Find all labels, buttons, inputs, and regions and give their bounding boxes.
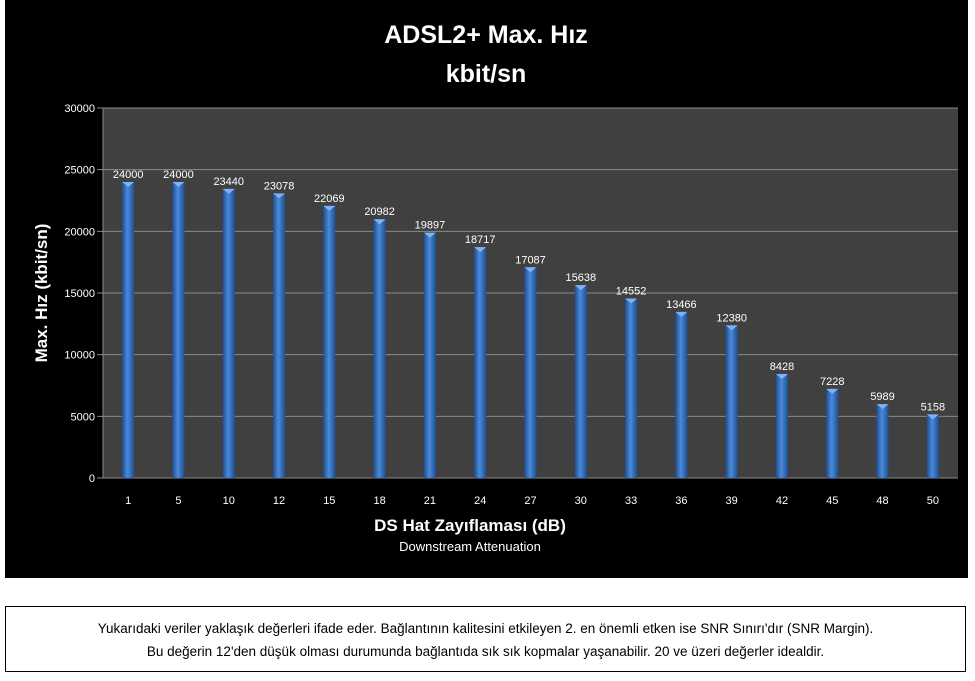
- chart-title-line1: ADSL2+ Max. Hız: [384, 21, 588, 49]
- bar: [172, 182, 185, 478]
- bar-cap: [574, 285, 587, 291]
- data-label: 23078: [264, 180, 295, 192]
- y-tick-label: 5000: [71, 411, 95, 423]
- x-tick-label: 42: [776, 495, 788, 507]
- bar-cap: [675, 311, 688, 317]
- bar-cap: [423, 232, 436, 238]
- x-tick-label: 30: [575, 495, 587, 507]
- bar: [775, 374, 788, 478]
- bar: [876, 404, 889, 478]
- x-tick-label: 1: [125, 495, 131, 507]
- data-label: 5989: [870, 391, 894, 403]
- data-label: 13466: [666, 299, 697, 311]
- x-tick-label: 27: [524, 495, 536, 507]
- data-label: 20982: [364, 206, 395, 218]
- bar-cap: [775, 374, 788, 380]
- data-label: 24000: [113, 169, 144, 181]
- bar-cap: [625, 298, 638, 304]
- bar: [725, 325, 738, 478]
- data-label: 7228: [820, 376, 844, 388]
- y-tick-label: 25000: [64, 165, 95, 177]
- bar-cap: [222, 188, 235, 194]
- note-line-1: Yukarıdaki veriler yaklaşık değerleri if…: [97, 621, 874, 636]
- bar: [373, 219, 386, 479]
- x-tick-label: 5: [175, 495, 181, 507]
- bar: [122, 182, 135, 478]
- note-line-2: Bu değerin 12'den düşük olması durumunda…: [146, 644, 825, 659]
- y-tick-label: 30000: [64, 103, 95, 115]
- bar-cap: [172, 182, 185, 187]
- bar: [323, 205, 336, 478]
- x-tick-label: 10: [223, 495, 235, 507]
- bar: [574, 285, 587, 478]
- x-tick-label: 15: [323, 495, 335, 507]
- bar: [675, 311, 688, 478]
- data-label: 15638: [565, 272, 596, 284]
- bar: [625, 298, 638, 478]
- data-label: 18717: [465, 234, 496, 246]
- data-label: 24000: [163, 169, 194, 181]
- info-note-box: Yukarıdaki veriler yaklaşık değerleri if…: [5, 606, 966, 672]
- attenuation-bar-chart: ADSL2+ Max. Hız kbit/sn 0 5000 10000 15000 2…: [5, 0, 968, 578]
- chart-title-line2: kbit/sn: [446, 60, 527, 88]
- data-label: 8428: [770, 361, 794, 373]
- bar: [222, 188, 235, 478]
- bar-cap: [725, 325, 738, 331]
- y-tick-label: 10000: [64, 350, 95, 362]
- data-label: 22069: [314, 193, 345, 205]
- data-label: 5158: [921, 401, 945, 413]
- x-tick-label: 18: [373, 495, 385, 507]
- x-tick-label: 33: [625, 495, 637, 507]
- bar-cap: [826, 388, 839, 394]
- y-axis-label: Max. Hız (kbit/sn): [32, 224, 51, 363]
- bar-cap: [474, 247, 487, 253]
- bar-cap: [926, 414, 939, 420]
- bar-cap: [373, 219, 386, 225]
- bar: [826, 388, 839, 478]
- x-tick-label: 24: [474, 495, 486, 507]
- data-label: 23440: [213, 176, 244, 188]
- bar-cap: [122, 182, 135, 187]
- data-label: 17087: [515, 254, 546, 266]
- bar-cap: [323, 205, 336, 211]
- y-tick-label: 0: [89, 473, 95, 485]
- bar-cap: [876, 404, 889, 410]
- bar-cap: [273, 193, 286, 199]
- bar-cap: [524, 267, 537, 273]
- data-label: 19897: [415, 220, 446, 232]
- chart-svg: ADSL2+ Max. Hız kbit/sn 0 5000 10000 15000 2…: [32, 21, 958, 554]
- x-tick-label: 39: [726, 495, 738, 507]
- data-label: 14552: [616, 286, 647, 298]
- x-tick-label: 21: [424, 495, 436, 507]
- bar: [423, 232, 436, 478]
- x-axis-sublabel: Downstream Attenuation: [399, 539, 541, 554]
- bar: [273, 193, 286, 478]
- bar: [926, 414, 939, 478]
- x-tick-label: 45: [826, 495, 838, 507]
- y-tick-label: 15000: [64, 288, 95, 300]
- x-tick-label: 50: [927, 495, 939, 507]
- bar: [524, 267, 537, 478]
- x-axis-label: DS Hat Zayıflaması (dB): [374, 516, 566, 535]
- x-tick-label: 48: [876, 495, 888, 507]
- data-label: 12380: [716, 312, 747, 324]
- y-tick-label: 20000: [64, 226, 95, 238]
- x-tick-label: 36: [675, 495, 687, 507]
- bar: [474, 247, 487, 478]
- x-tick-label: 12: [273, 495, 285, 507]
